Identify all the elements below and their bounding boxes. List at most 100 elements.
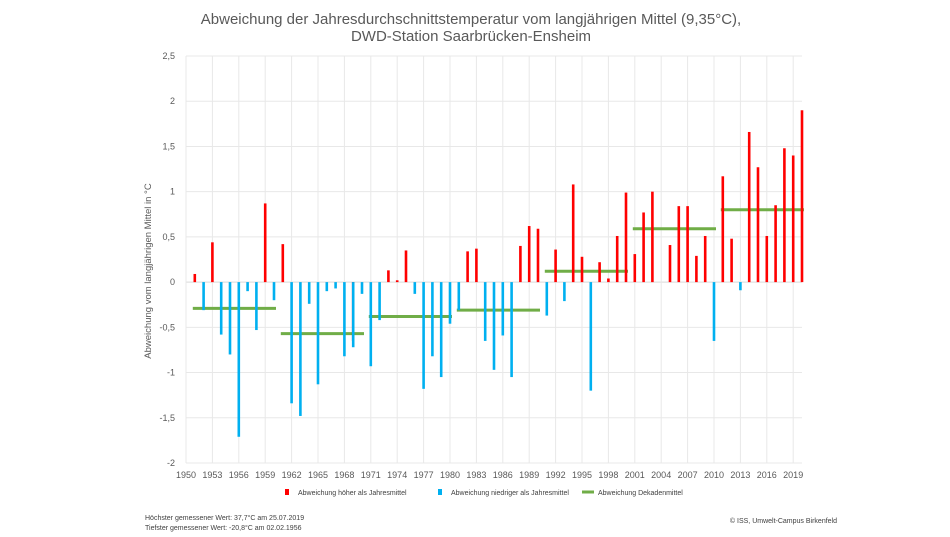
chart-subtitle: DWD-Station Saarbrücken-Ensheim [351, 28, 591, 45]
bar-below-mean [563, 282, 566, 302]
bar-below-mean [219, 282, 223, 335]
bar-below-mean [360, 282, 364, 294]
bar-below-mean [712, 282, 716, 341]
bar-above-mean [404, 250, 408, 283]
bar-above-mean [703, 235, 707, 283]
y-tick-label: -1,5 [159, 413, 175, 423]
bar-below-mean [422, 282, 425, 389]
bar-below-mean [369, 282, 373, 367]
bar-above-mean [211, 242, 214, 283]
bar-below-mean [739, 282, 742, 291]
bar-below-mean [228, 282, 232, 355]
x-tick-label: 1962 [282, 470, 302, 480]
x-tick-label: 1950 [176, 470, 196, 480]
bar-below-mean [246, 282, 249, 292]
x-tick-label: 1986 [493, 470, 513, 480]
y-tick-label: 0,5 [162, 232, 175, 242]
legend-swatch [438, 489, 442, 495]
bar-below-mean [510, 282, 513, 378]
bar-below-mean [439, 282, 443, 378]
chart-title: Abweichung der Jahresdurchschnittstemper… [201, 11, 741, 28]
bar-above-mean [721, 176, 725, 283]
bar-above-mean [668, 245, 672, 283]
bar-above-mean [387, 270, 390, 283]
credit-note: © ISS, Umwelt-Campus Birkenfeld [729, 518, 837, 525]
bar-below-mean [457, 282, 461, 311]
legend-label: Abweichung höher als Jahresmittel [298, 490, 407, 497]
bar-above-mean [193, 273, 197, 283]
x-tick-labels: 1950 1953 1956 1959 1962 1965 1968 1971 1974 1977… [176, 470, 803, 480]
max-value-note: Höchster gemessener Wert: 37,7°C am 25.0… [145, 515, 305, 522]
x-tick-label: 2013 [730, 470, 750, 480]
bar-below-mean [272, 282, 276, 301]
legend-label: Abweichung Dekadenmittel [598, 490, 683, 497]
x-tick-label: 2019 [783, 470, 803, 480]
y-axis-label: Abweichung vom langjährigen Mittel in °C [143, 183, 154, 359]
bar-below-mean [299, 282, 302, 416]
y-tick-label: 1,5 [162, 141, 175, 151]
y-tick-label: 2,5 [162, 51, 175, 61]
x-tick-label: 1989 [519, 470, 539, 480]
y-tick-label: -2 [167, 458, 175, 468]
x-tick-label: 2001 [625, 470, 645, 480]
bar-above-mean [783, 148, 786, 283]
anomaly-bars [193, 110, 804, 437]
bar-below-mean [316, 282, 320, 385]
x-tick-label: 1956 [229, 470, 249, 480]
bar-above-mean [695, 255, 698, 283]
bar-above-mean [580, 256, 584, 283]
legend-swatch [285, 489, 289, 495]
bar-above-mean [642, 212, 645, 283]
x-tick-label: 1995 [572, 470, 592, 480]
y-tick-label: -0,5 [159, 322, 175, 332]
bar-above-mean [466, 251, 469, 283]
x-tick-label: 1983 [466, 470, 486, 480]
bar-above-mean [730, 238, 733, 283]
bar-above-mean [519, 245, 522, 283]
bar-above-mean [607, 278, 610, 283]
x-tick-label: 1998 [598, 470, 618, 480]
bar-below-mean [545, 282, 549, 316]
min-value-note: Tiefster gemessener Wert: -20,8°C am 02.… [145, 525, 302, 532]
bar-above-mean [756, 167, 760, 283]
x-tick-label: 1977 [414, 470, 434, 480]
y-tick-label: 1 [170, 187, 175, 197]
y-tick-label: -1 [167, 368, 175, 378]
bar-above-mean [598, 262, 601, 283]
bar-above-mean [791, 155, 795, 283]
x-tick-label: 1992 [546, 470, 566, 480]
x-tick-label: 2004 [651, 470, 671, 480]
bar-below-mean [413, 282, 417, 294]
bar-below-mean [334, 282, 337, 289]
bar-below-mean [237, 282, 241, 437]
x-tick-label: 1959 [255, 470, 275, 480]
bar-above-mean [651, 191, 654, 283]
bar-below-mean [290, 282, 293, 404]
legend-label: Abweichung niedriger als Jahresmittel [451, 490, 569, 497]
y-tick-labels: 2,5 2 1,5 1 0,5 0 -0,5 -1 -1,5 -2 [159, 51, 175, 468]
bar-above-mean [395, 280, 399, 283]
bar-below-mean [307, 282, 311, 304]
bar-above-mean [765, 235, 769, 283]
bar-above-mean [686, 206, 689, 283]
bar-below-mean [431, 282, 434, 357]
bar-below-mean [378, 282, 381, 321]
gridlines [185, 55, 802, 464]
y-tick-label: 2 [170, 96, 175, 106]
bar-below-mean [351, 282, 355, 348]
bar-below-mean [325, 282, 329, 292]
bar-below-mean [448, 282, 452, 324]
bar-above-mean [536, 228, 540, 283]
bar-below-mean [483, 282, 487, 341]
bar-above-mean [633, 254, 637, 283]
x-tick-label: 2007 [678, 470, 698, 480]
bar-above-mean [571, 184, 575, 283]
bar-above-mean [747, 131, 751, 283]
x-tick-label: 1971 [361, 470, 381, 480]
bar-below-mean [492, 282, 496, 370]
bar-above-mean [281, 244, 285, 283]
legend: Abweichung höher als Jahresmittel Abweich… [285, 489, 683, 497]
bar-above-mean [554, 249, 557, 283]
x-tick-label: 1980 [440, 470, 460, 480]
y-tick-label: 0 [170, 277, 175, 287]
